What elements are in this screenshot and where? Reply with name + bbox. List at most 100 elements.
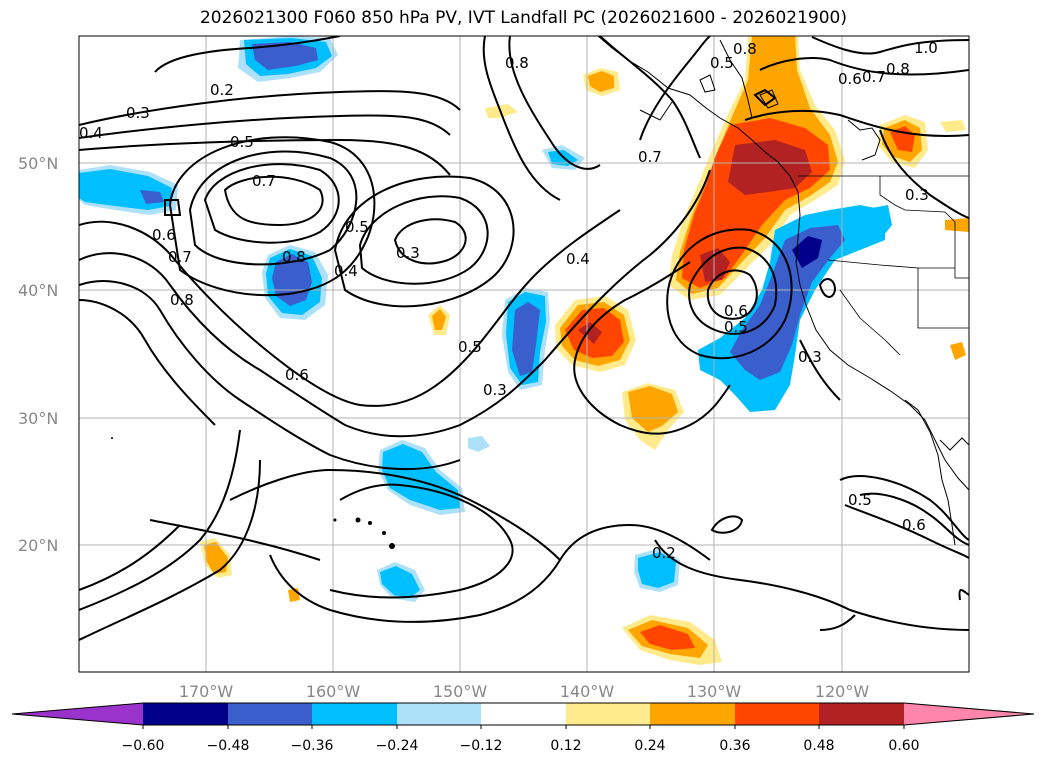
contour-label: 0.8 [282,248,306,266]
colorbar-tick-label: 0.36 [719,738,750,754]
colorbar-swatch [143,703,228,725]
contour-label: 0.3 [483,381,507,399]
contour-label: 0.6 [724,302,748,320]
contour-line [819,614,856,631]
contour-label: 0.5 [230,133,254,151]
contour-line [358,195,489,285]
contour-label: 0.8 [733,40,757,58]
contour-line [958,589,969,601]
contour-line [599,36,701,159]
contour-line [639,36,711,141]
plot-area: 0.2 0.3 0.4 0.5 0.7 0.6 0.7 0.8 0.8 0.5 … [79,36,969,672]
warm-patch-2-red [640,625,695,650]
lon-label: 140°W [560,682,615,701]
colorbar-swatch [819,703,904,725]
lat-label: 50°N [18,154,58,173]
colorbar-tick-label: −0.12 [460,738,503,754]
contour-label: 1.0 [914,39,938,57]
warm-blob-center-core [578,322,602,344]
contour-line [188,150,358,266]
cold-patch-2-blue [272,254,312,306]
lat-label: 20°N [18,536,58,555]
contour-line [573,359,731,435]
lon-label: 170°W [179,682,234,701]
contour-line [393,218,467,265]
contour-label: 0.6 [285,366,309,384]
contour-line [859,492,969,546]
warm-patch-4 [588,71,614,92]
contour-line [844,504,969,559]
contour-line [164,199,182,216]
contour-label: 0.2 [210,81,234,99]
contour-label: 0.6 [838,70,862,88]
borders [798,175,969,356]
contour-line [79,524,181,591]
contour-label: 0.5 [345,218,369,236]
colorbar-tick-label: −0.60 [122,738,165,754]
gridlines [79,36,969,672]
contour-label: 0.4 [334,262,358,280]
contour-labels: 0.2 0.3 0.4 0.5 0.7 0.6 0.7 0.8 0.8 0.5 … [79,39,938,562]
contour-label: 0.8 [170,291,194,309]
lon-label: 120°W [815,682,870,701]
contour-label: 0.4 [79,124,103,142]
colorbar-extend-high [904,703,1034,725]
cold-patch-5 [380,566,420,598]
warm-plume-core [728,140,812,195]
contour-line [574,261,691,361]
colorbar-tick-label: 0.48 [803,738,834,754]
contour-line [168,136,376,297]
contour-line [329,483,514,599]
contour-line [799,339,841,401]
colorbar-swatch [566,703,650,725]
warm-patch-7 [945,218,969,232]
contour-line [79,459,261,641]
warm-patch-8 [950,342,966,360]
warm-patch-10 [485,104,518,118]
lat-label: 30°N [18,409,58,428]
cold-patch-9 [868,205,892,240]
contour-label: 0.8 [505,54,529,72]
colorbar: −0.60 −0.48 −0.36 −0.24 −0.12 0.12 0.24 … [11,702,1035,754]
contour-line [744,109,969,137]
contour-line [666,228,793,360]
contour-label: 0.7 [168,248,192,266]
contour-label: 0.5 [710,54,734,72]
contour-line [79,429,241,611]
colorbar-swatch [481,703,566,725]
colorbar-tick-label: −0.24 [376,738,419,754]
contour-line [79,169,711,438]
cold-patch-west-blue [140,190,164,204]
contour-line [508,36,601,170]
warm-patch-11 [940,120,966,132]
contour-label: 0.3 [126,104,150,122]
contour-label: 0.6 [902,516,926,534]
cold-patch-3-blue [512,302,540,376]
contour-line [79,280,461,471]
colorbar-tick-label: 0.24 [634,738,665,754]
colorbar-tick-label: −0.48 [207,738,250,754]
contour-label: 0.7 [862,68,886,86]
lon-label: 150°W [433,682,488,701]
contour-line [79,299,216,426]
contour-line [688,246,778,335]
cold-patch-8 [468,436,490,452]
contour-line [818,278,837,298]
cold-patch-6 [638,552,676,588]
contour-line [229,468,561,561]
contour-label: 0.5 [848,491,872,509]
contour-label: 0.7 [638,148,662,166]
contour-label: 0.5 [458,338,482,356]
contour-layer [79,36,969,641]
contour-line [710,515,744,534]
contour-label: 0.2 [652,544,676,562]
map-title: 2026021300 F060 850 hPa PV, IVT Landfall… [199,8,847,28]
colorbar-tick-label: 0.12 [550,738,581,754]
colorbar-swatch [735,703,819,725]
colorbar-swatch [650,703,735,725]
colorbar-extend-low [12,703,143,725]
lat-label: 40°N [18,281,58,300]
warm-patch-6 [432,309,446,330]
cold-plume-blue [730,225,845,380]
